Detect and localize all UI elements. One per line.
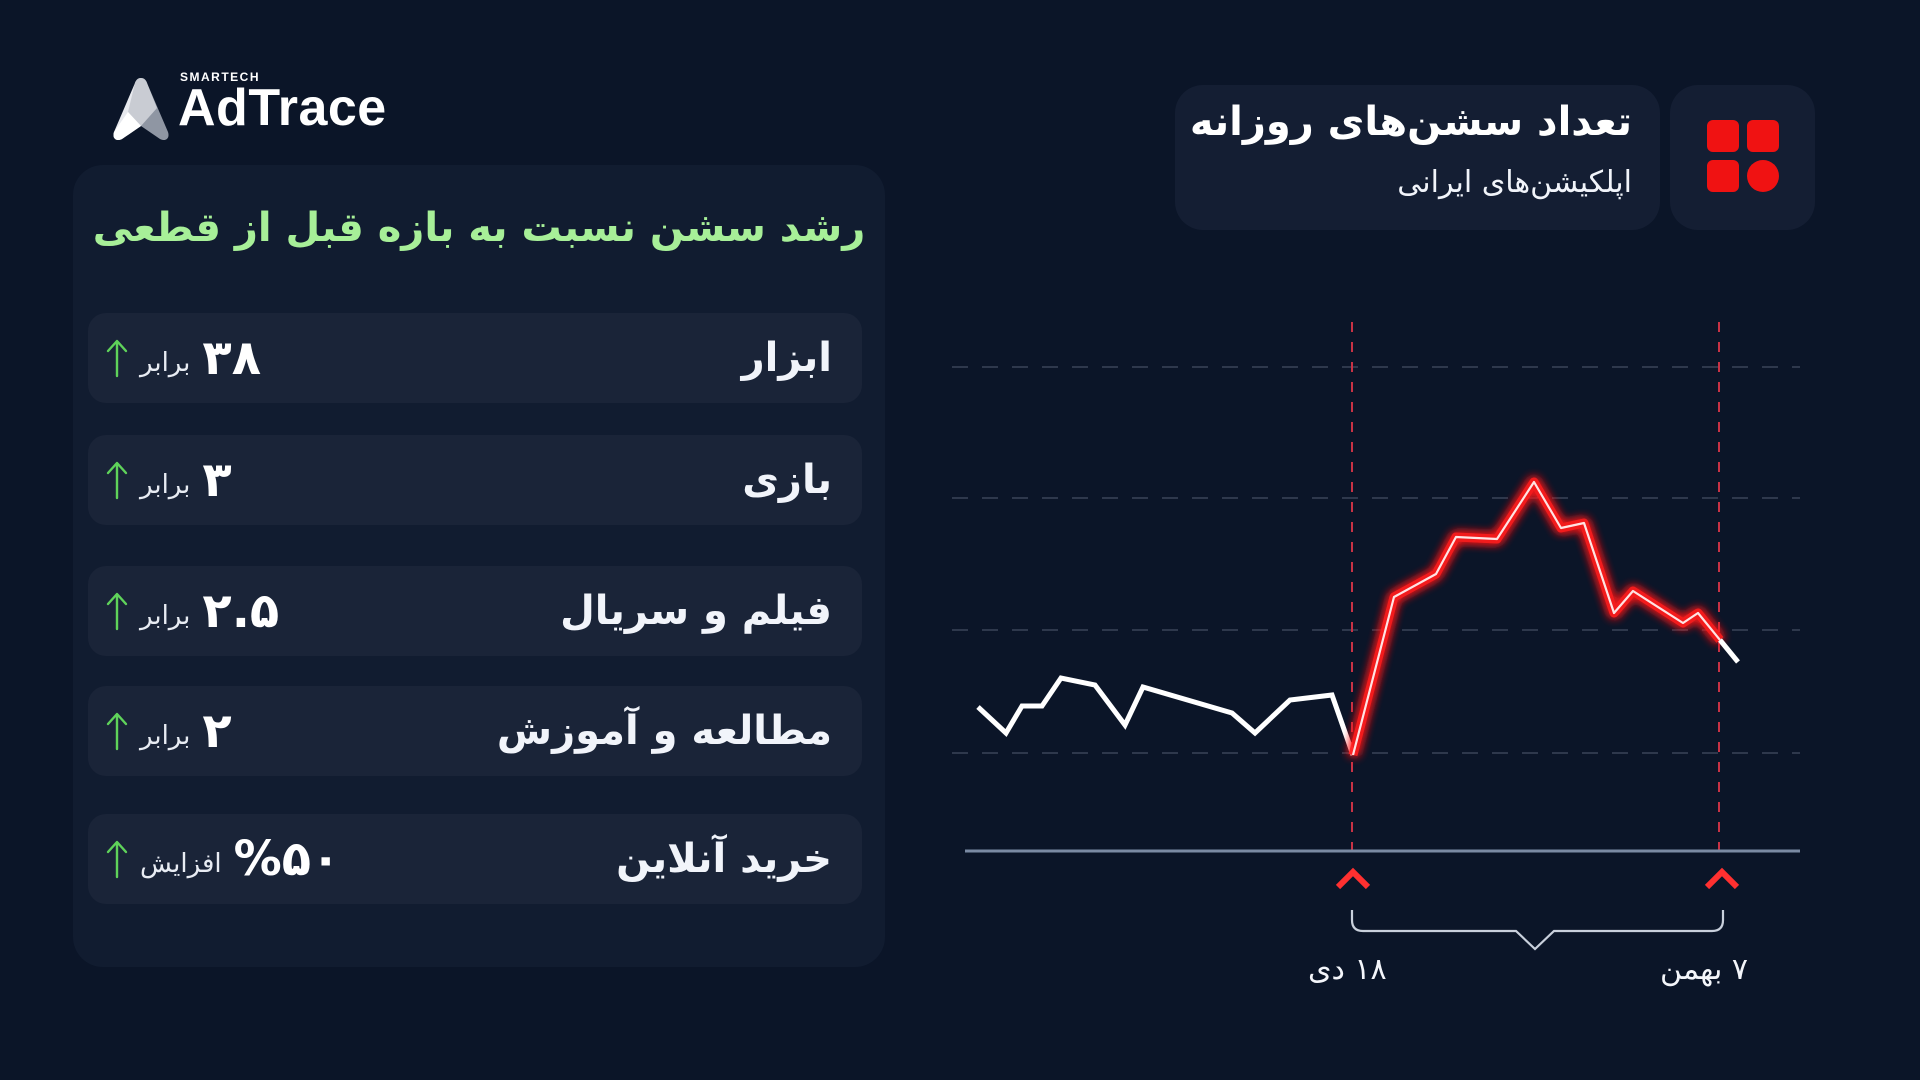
growth-value: ۳ — [202, 452, 232, 508]
adtrace-logo-icon — [113, 78, 169, 141]
apps-grid-icon — [1707, 120, 1779, 192]
arrow-up-icon — [106, 461, 128, 500]
category-row-games: بازی برابر ۳ — [88, 435, 862, 525]
chart-header-card: تعداد سشن‌های روزانه اپلکیشن‌های ایرانی — [1175, 85, 1660, 230]
growth-unit: برابر — [140, 721, 191, 751]
growth-value: ۲ — [202, 703, 232, 759]
growth-panel: رشد سشن نسبت به بازه قبل از قطعی ابزار ب… — [73, 165, 885, 967]
brand-subtitle: SMARTECH — [180, 70, 260, 84]
adtrace-logo: SMARTECH AdTrace — [108, 68, 408, 148]
growth-stat: برابر ۳ — [106, 456, 232, 504]
series-after — [1718, 638, 1740, 664]
series-outage-glow — [1348, 477, 1724, 757]
category-row-education: مطالعه و آموزش برابر ۲ — [88, 686, 862, 776]
category-row-tools: ابزار برابر ۳۸ — [88, 313, 862, 403]
chart-subtitle: اپلکیشن‌های ایرانی — [1397, 165, 1632, 200]
category-label: خرید آنلاین — [616, 836, 832, 882]
category-label: بازی — [742, 457, 832, 503]
category-row-shopping: خرید آنلاین افزایش %۵۰ — [88, 814, 862, 904]
series-before — [976, 675, 1356, 756]
chart-title: تعداد سشن‌های روزانه — [1189, 99, 1632, 145]
series-outage-core — [1351, 480, 1721, 756]
growth-unit: افزایش — [140, 849, 222, 879]
growth-stat: افزایش %۵۰ — [106, 835, 340, 883]
category-row-movies: فیلم و سریال برابر ۲.۵ — [88, 566, 862, 656]
grid-lines — [952, 366, 1800, 754]
category-label: ابزار — [741, 335, 832, 381]
category-label: مطالعه و آموزش — [496, 708, 832, 754]
growth-unit: برابر — [140, 601, 191, 631]
growth-stat: برابر ۲.۵ — [106, 587, 279, 635]
arrow-up-icon — [106, 840, 128, 879]
growth-unit: برابر — [140, 470, 191, 500]
range-marker-lines — [1351, 322, 1720, 850]
category-label: فیلم و سریال — [560, 588, 832, 634]
arrow-up-icon — [106, 712, 128, 751]
arrow-up-icon — [106, 339, 128, 378]
panel-title: رشد سشن نسبت به بازه قبل از قطعی — [92, 205, 866, 251]
date-label-start: ۱۸ دی — [1308, 952, 1387, 987]
range-brace — [1350, 910, 1725, 951]
apps-icon-card — [1670, 85, 1815, 230]
growth-value: ۲.۵ — [202, 583, 280, 639]
growth-value: %۵۰ — [233, 831, 341, 887]
growth-value: ۳۸ — [202, 330, 261, 386]
brand-name: AdTrace — [178, 79, 387, 137]
caret-up-icon — [1335, 867, 1371, 890]
caret-up-icon — [1704, 867, 1740, 890]
growth-stat: برابر ۲ — [106, 707, 232, 755]
arrow-up-icon — [106, 592, 128, 631]
date-label-end: ۷ بهمن — [1660, 952, 1749, 987]
growth-unit: برابر — [140, 348, 191, 378]
growth-stat: برابر ۳۸ — [106, 334, 261, 382]
